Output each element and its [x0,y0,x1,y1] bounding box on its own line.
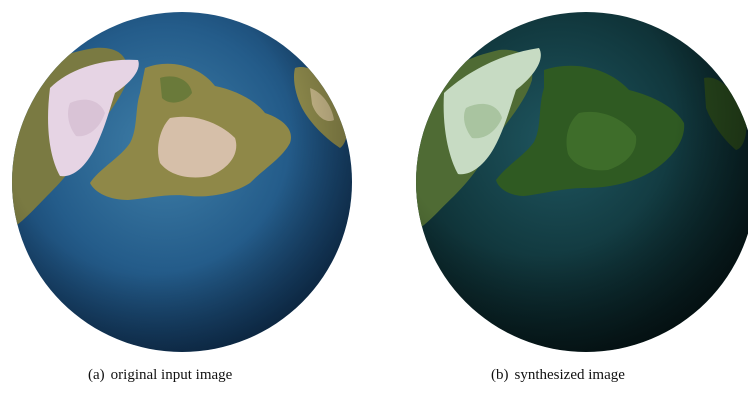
earth-globe-synthesized-image [416,12,748,352]
panel-original [10,8,354,356]
caption-text: original input image [110,367,233,383]
caption-synthesized: (b) synthesized image [491,367,625,384]
earth-globe-original-image [12,12,352,352]
caption-text: synthesized image [514,367,625,383]
caption-label: (a) [88,367,105,383]
caption-original: (a) original input image [88,367,232,384]
caption-label: (b) [491,367,509,383]
panel-synthesized [414,8,748,356]
